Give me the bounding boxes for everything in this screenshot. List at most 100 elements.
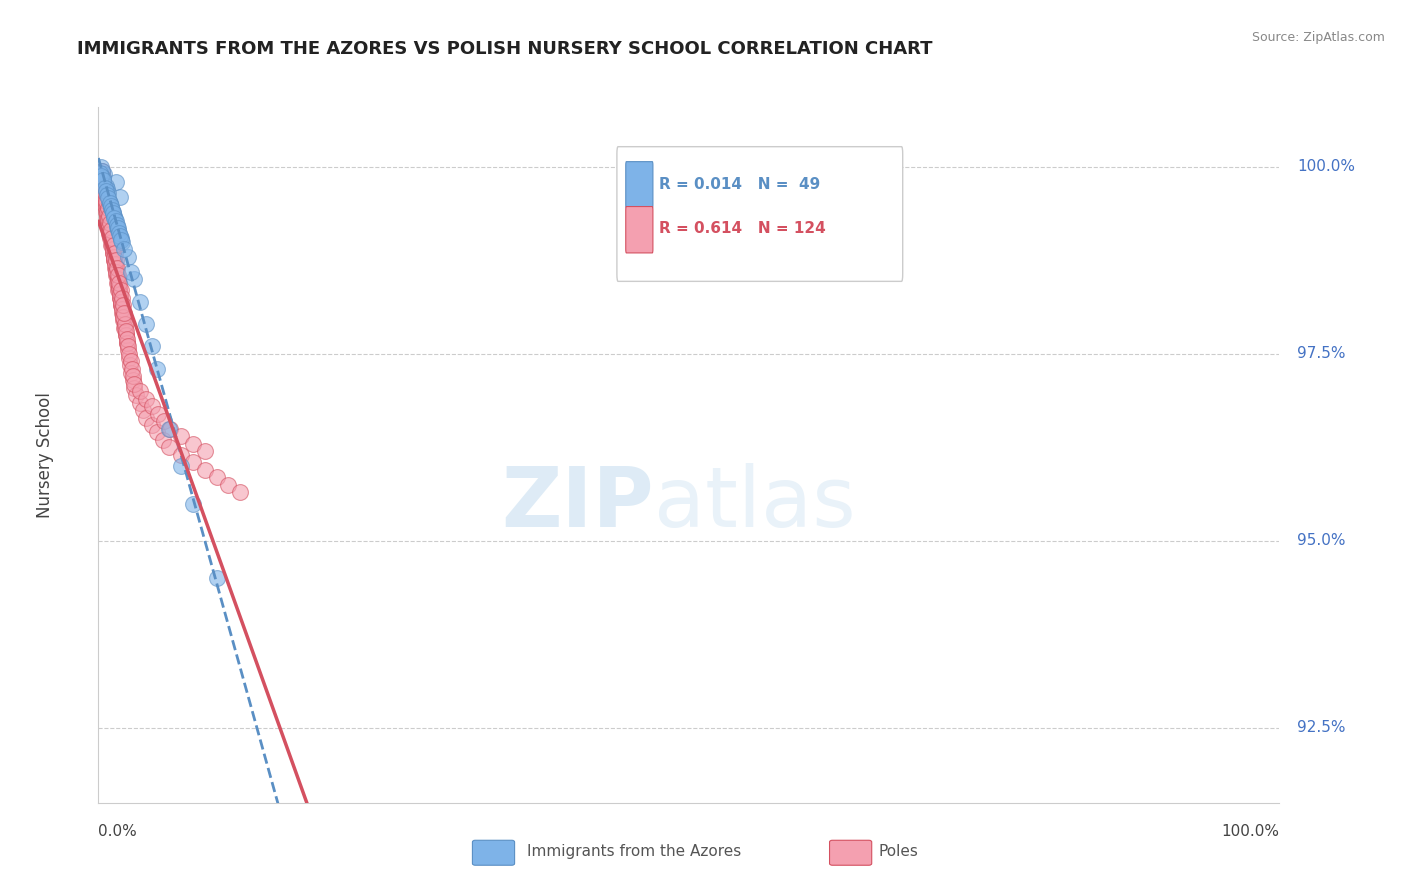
Point [181, 455, 204, 469]
Point [100, 235, 122, 249]
Point [90, 169, 112, 183]
Point [101, 231, 124, 245]
Point [94, 197, 117, 211]
Point [94, 204, 117, 219]
Point [111, 306, 134, 320]
Point [112, 306, 135, 320]
Point [115, 328, 138, 343]
Point [152, 433, 174, 447]
Point [105, 175, 128, 189]
Text: Nursery School: Nursery School [37, 392, 55, 518]
Point [121, 373, 143, 387]
Point [112, 320, 135, 334]
Point [98, 197, 121, 211]
Point [205, 470, 228, 484]
Point [91, 178, 114, 193]
Point [100, 238, 122, 252]
Point [101, 204, 124, 219]
Text: 100.0%: 100.0% [1298, 160, 1355, 175]
Point [111, 291, 134, 305]
Text: 100.0%: 100.0% [1222, 823, 1279, 838]
Point [104, 246, 127, 260]
Point [105, 219, 128, 233]
Point [93, 167, 115, 181]
Point [121, 362, 143, 376]
Point [110, 233, 132, 247]
Point [104, 253, 127, 268]
Point [96, 182, 118, 196]
Point [114, 325, 136, 339]
Point [135, 410, 157, 425]
FancyBboxPatch shape [626, 207, 652, 253]
Point [94, 178, 117, 193]
Point [94, 194, 117, 208]
Point [115, 332, 138, 346]
Point [110, 298, 132, 312]
Point [114, 317, 136, 331]
Point [114, 328, 136, 343]
Text: Poles: Poles [879, 845, 918, 859]
Point [101, 203, 124, 218]
Point [146, 407, 169, 421]
Point [135, 392, 157, 406]
Text: R = 0.614   N = 124: R = 0.614 N = 124 [659, 221, 827, 236]
Point [135, 317, 157, 331]
Point [98, 219, 121, 234]
Point [108, 291, 131, 305]
Point [96, 209, 118, 223]
Point [108, 283, 131, 297]
Point [205, 571, 228, 585]
Text: atlas: atlas [654, 463, 855, 544]
Point [105, 268, 128, 283]
Point [141, 339, 163, 353]
Point [122, 272, 145, 286]
Point [194, 463, 217, 477]
Point [104, 212, 127, 227]
Point [94, 181, 117, 195]
Point [104, 257, 127, 271]
Point [108, 276, 131, 290]
Point [94, 184, 117, 198]
Point [90, 163, 112, 178]
Point [132, 403, 155, 417]
Point [93, 182, 115, 196]
Point [125, 388, 148, 402]
FancyBboxPatch shape [617, 146, 903, 281]
Point [93, 186, 115, 200]
Point [100, 201, 122, 215]
Point [105, 276, 128, 290]
Point [97, 212, 120, 227]
Point [89, 166, 111, 180]
Point [97, 201, 120, 215]
Point [117, 339, 139, 353]
Point [107, 272, 129, 286]
Point [107, 283, 129, 297]
Point [117, 343, 139, 358]
Text: R = 0.014   N =  49: R = 0.014 N = 49 [659, 177, 821, 192]
Point [122, 381, 145, 395]
Text: Source: ZipAtlas.com: Source: ZipAtlas.com [1251, 31, 1385, 45]
Point [117, 250, 139, 264]
Text: Immigrants from the Azores: Immigrants from the Azores [527, 845, 741, 859]
Point [103, 209, 125, 223]
Point [93, 197, 115, 211]
Point [98, 227, 121, 242]
Point [121, 366, 143, 380]
Point [118, 351, 141, 365]
Point [105, 260, 128, 275]
Point [91, 190, 114, 204]
Point [98, 194, 121, 208]
Point [112, 313, 135, 327]
Point [121, 265, 143, 279]
Point [170, 429, 193, 443]
Point [141, 399, 163, 413]
Point [110, 298, 132, 312]
Point [97, 191, 120, 205]
Point [104, 260, 127, 275]
Point [91, 171, 114, 186]
Point [90, 171, 112, 186]
Point [111, 306, 134, 320]
Point [91, 171, 114, 186]
Point [97, 216, 120, 230]
Point [112, 313, 135, 327]
